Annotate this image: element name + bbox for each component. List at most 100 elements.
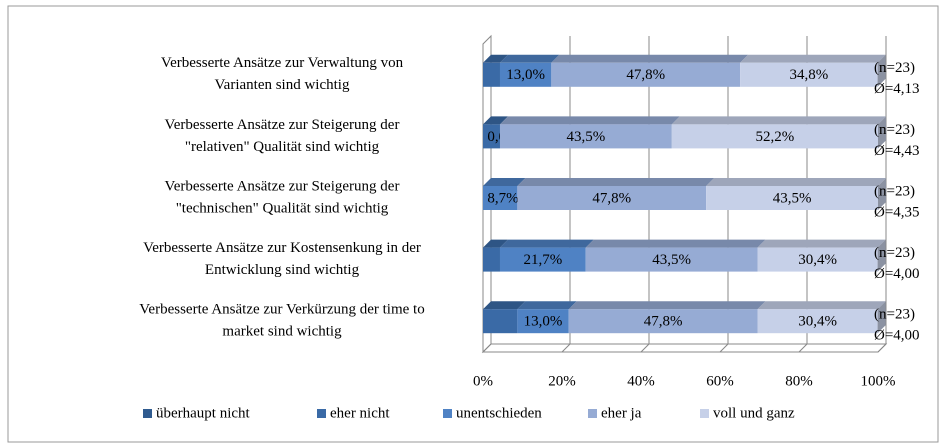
legend-swatch	[588, 409, 597, 418]
bar-face	[877, 301, 886, 334]
bar-face	[757, 309, 878, 334]
x-tick-label: 40%	[627, 373, 655, 389]
category-label: Verbesserte Ansätze zur Kostensenkung in…	[143, 240, 421, 256]
bar-face	[483, 309, 518, 334]
bar-face	[483, 301, 526, 310]
bar-segment	[757, 301, 886, 334]
bar-face	[517, 178, 715, 186]
bar-face	[877, 54, 886, 87]
bar-face	[483, 186, 518, 210]
mean-label: Ø=4,13	[874, 81, 920, 97]
category-label: "technischen" Qualität sind wichtig	[176, 200, 389, 216]
bar-segment	[499, 239, 594, 272]
bar-face	[499, 54, 560, 63]
bar-face	[483, 239, 508, 248]
data-label: 47,8%	[626, 67, 665, 83]
bar-face	[671, 124, 878, 149]
data-label: 52,2%	[756, 129, 795, 145]
x-tick-label: 0%	[473, 373, 493, 389]
bar-segment	[517, 178, 715, 210]
bar-face	[706, 186, 878, 210]
bar-segment	[483, 239, 508, 272]
legend-label: eher nicht	[330, 405, 390, 421]
bar-face	[568, 309, 758, 334]
bar-face	[878, 178, 886, 210]
x-tick-label: 100%	[861, 373, 896, 389]
bar-face	[499, 124, 672, 149]
legend-swatch	[143, 409, 152, 418]
bar-face	[483, 124, 500, 149]
bar-segment	[757, 239, 886, 272]
bar-face	[499, 62, 552, 87]
n-label: (n=23)	[874, 245, 915, 261]
bar-face	[757, 301, 886, 310]
x-tick-label: 20%	[548, 373, 576, 389]
category-label: Verbesserte Ansätze zur Steigerung der	[165, 178, 400, 194]
mean-label: Ø=4,00	[874, 266, 920, 282]
data-label: 13,0%	[506, 67, 545, 83]
data-label: 47,8%	[592, 190, 631, 206]
category-label: market sind wichtig	[222, 324, 342, 340]
legend-label: eher ja	[601, 405, 642, 421]
bar-face	[499, 239, 594, 248]
category-label: "relativen" Qualität sind wichtig	[185, 139, 380, 155]
bar-face	[499, 116, 680, 125]
bar-face	[740, 54, 886, 63]
data-label: 43,5%	[652, 252, 691, 268]
bar-face	[671, 116, 886, 125]
bar-face	[878, 116, 886, 149]
bar-face	[517, 309, 569, 334]
bar-face	[757, 239, 886, 248]
x-tick-label: 80%	[785, 373, 813, 389]
mean-label: Ø=4,00	[874, 328, 920, 344]
bar-face	[483, 116, 508, 125]
category-label: Verbesserte Ansätze zur Verwaltung von	[161, 55, 404, 71]
bar-segment	[499, 116, 680, 149]
bar-face	[483, 178, 526, 186]
category-label: Varianten sind wichtig	[215, 77, 350, 93]
bar-segment	[483, 301, 526, 334]
bar-segment	[551, 54, 749, 87]
bar-face	[483, 62, 500, 87]
data-label: 21,7%	[523, 252, 562, 268]
bar-segment	[499, 54, 560, 87]
category-label: Verbesserte Ansätze zur Verkürzung der t…	[139, 302, 424, 318]
bar-segment	[585, 239, 766, 272]
x-tick-label: 60%	[706, 373, 734, 389]
bar-face	[740, 62, 878, 87]
data-label: 34,8%	[790, 67, 829, 83]
bar-segment	[671, 116, 886, 149]
category-label: Verbesserte Ansätze zur Steigerung der	[165, 117, 400, 133]
bar-segment	[706, 178, 886, 210]
data-label: 30,4%	[798, 314, 837, 330]
bar-face	[568, 301, 766, 310]
bar-face	[499, 247, 586, 272]
mean-label: Ø=4,35	[874, 204, 920, 220]
bar-face	[585, 247, 758, 272]
data-label: 43,5%	[567, 129, 606, 145]
data-label: 47,8%	[644, 314, 683, 330]
bar-segment	[483, 54, 508, 87]
n-label: (n=23)	[874, 183, 915, 199]
bar-face	[517, 301, 577, 310]
bar-face	[585, 239, 766, 248]
bar-face	[551, 54, 749, 63]
data-label: 43,5%	[773, 190, 812, 206]
n-label: (n=23)	[874, 307, 915, 323]
bar-face	[706, 178, 886, 186]
legend-swatch	[443, 409, 452, 418]
bar-segment	[483, 116, 508, 149]
data-label: 30,4%	[798, 252, 837, 268]
bar-face	[877, 239, 886, 272]
legend-label: voll und ganz	[713, 405, 795, 421]
mean-label: Ø=4,43	[874, 143, 920, 159]
bar-segment	[568, 301, 766, 334]
bar-segment	[740, 54, 886, 87]
legend-label: unentschieden	[456, 405, 542, 421]
data-label: 13,0%	[524, 314, 563, 330]
bar-face	[483, 247, 500, 272]
n-label: (n=23)	[874, 60, 915, 76]
bar-face	[757, 247, 878, 272]
bar-segment	[517, 301, 577, 334]
